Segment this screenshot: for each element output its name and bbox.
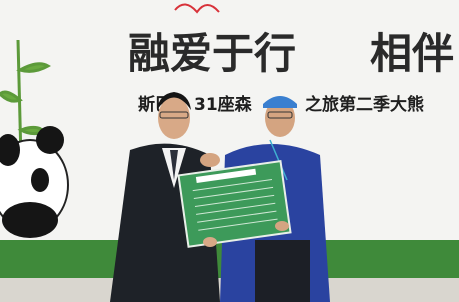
handshake (200, 153, 220, 167)
donation-board (178, 161, 290, 247)
subline-mid: 31座森 (194, 94, 253, 115)
hand-left (203, 237, 217, 247)
hand-right (275, 221, 289, 231)
photo: 融爱于行 相伴 斯巴 31座森 之旅第二季大熊 (0, 0, 459, 302)
page: 融爱于行 相伴 斯巴 31座森 之旅第二季大熊 (0, 0, 459, 302)
subline-right: 之旅第二季大熊 (305, 94, 424, 115)
panda (0, 126, 68, 238)
headline: 融爱于行 (128, 29, 296, 78)
headline-partial: 相伴 (370, 29, 454, 78)
